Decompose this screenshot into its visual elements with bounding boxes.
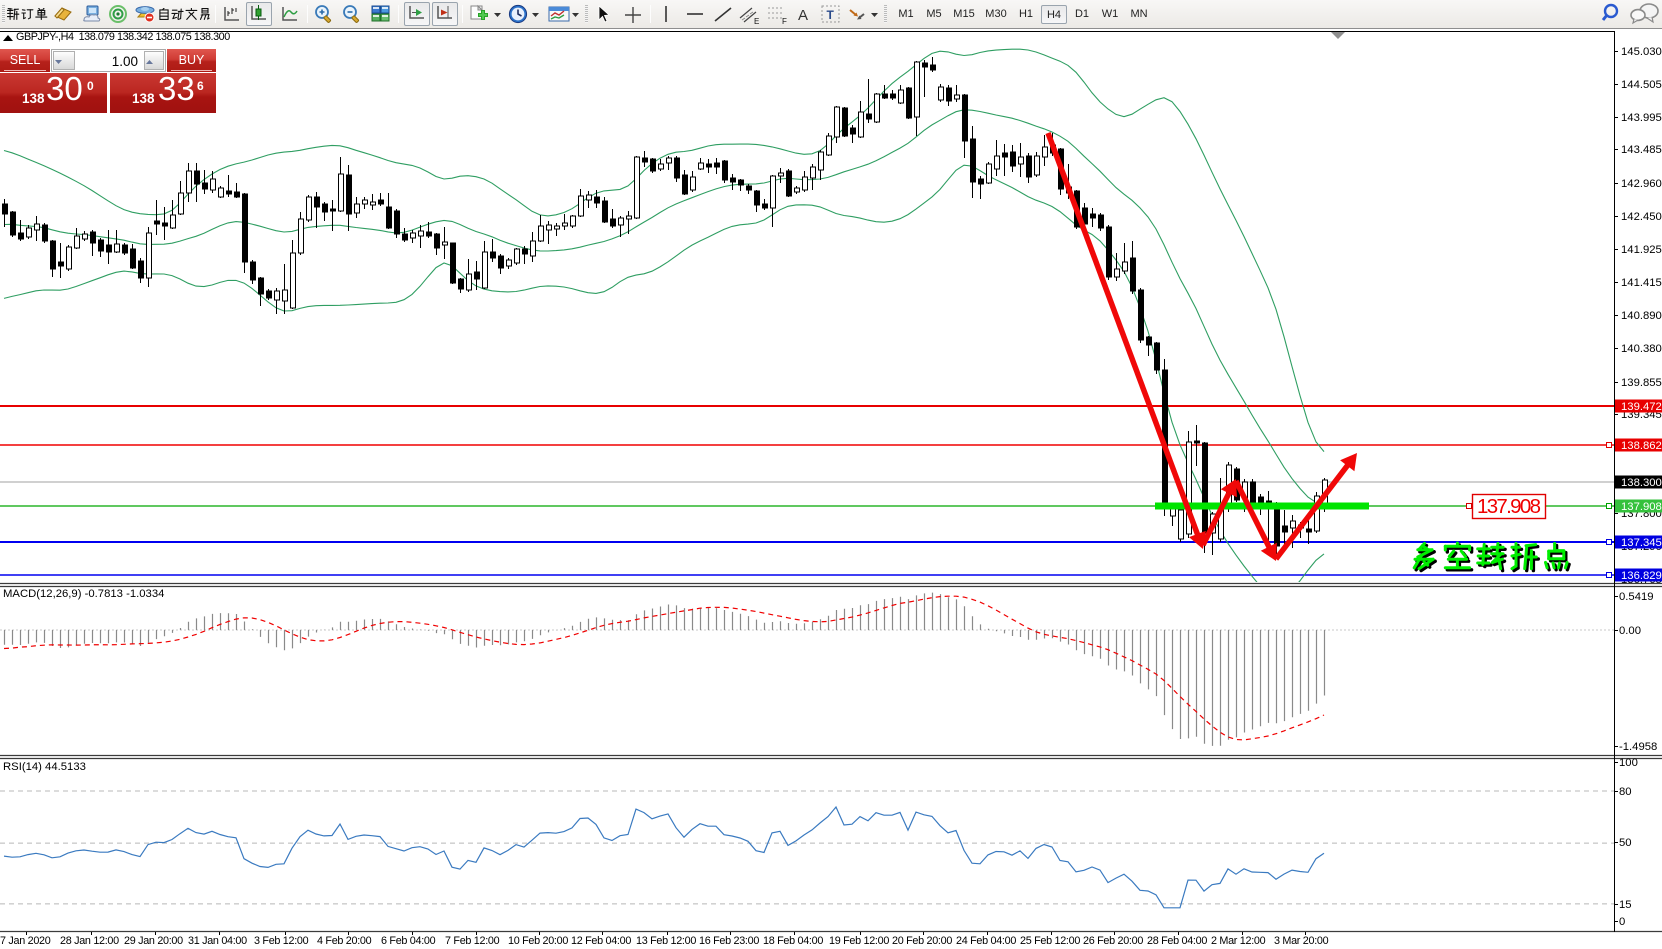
svg-text:3 Mar 20:00: 3 Mar 20:00	[1274, 935, 1329, 947]
svg-text:80: 80	[1619, 786, 1632, 798]
svg-text:MACD(12,26,9) -0.7813 -1.0334: MACD(12,26,9) -0.7813 -1.0334	[3, 588, 164, 600]
svg-text:E: E	[754, 17, 759, 26]
svg-text:143.485: 143.485	[1621, 144, 1662, 156]
svg-text:4 Feb 20:00: 4 Feb 20:00	[317, 935, 372, 947]
svg-text:139.472: 139.472	[1621, 401, 1662, 413]
svg-text:19 Feb 12:00: 19 Feb 12:00	[829, 935, 889, 947]
svg-text:6 Feb 04:00: 6 Feb 04:00	[381, 935, 436, 947]
svg-text:26 Feb 20:00: 26 Feb 20:00	[1083, 935, 1143, 947]
svg-text:0.00: 0.00	[1619, 625, 1641, 637]
svg-text:138.300: 138.300	[1621, 477, 1662, 489]
svg-text:0.5419: 0.5419	[1619, 591, 1654, 603]
svg-text:13 Feb 12:00: 13 Feb 12:00	[636, 935, 696, 947]
svg-text:A: A	[798, 7, 808, 24]
svg-text:3 Feb 12:00: 3 Feb 12:00	[254, 935, 309, 947]
svg-text:100: 100	[1619, 757, 1638, 769]
svg-text:137.908: 137.908	[1477, 495, 1541, 518]
svg-text:138.862: 138.862	[1621, 440, 1662, 452]
svg-text:20 Feb 20:00: 20 Feb 20:00	[892, 935, 952, 947]
svg-text:T: T	[827, 8, 835, 22]
svg-text:28 Feb 04:00: 28 Feb 04:00	[1147, 935, 1207, 947]
svg-text:18 Feb 04:00: 18 Feb 04:00	[763, 935, 823, 947]
svg-text:143.995: 143.995	[1621, 112, 1662, 124]
svg-text:142.960: 142.960	[1621, 178, 1662, 190]
svg-text:15: 15	[1619, 899, 1632, 911]
svg-text:29 Jan 20:00: 29 Jan 20:00	[124, 935, 183, 947]
svg-text:16 Feb 23:00: 16 Feb 23:00	[699, 935, 759, 947]
svg-text:24 Feb 04:00: 24 Feb 04:00	[956, 935, 1016, 947]
svg-text:31 Jan 04:00: 31 Jan 04:00	[188, 935, 247, 947]
svg-text:-1.4958: -1.4958	[1619, 741, 1657, 753]
svg-text:139.855: 139.855	[1621, 377, 1662, 389]
svg-text:28 Jan 12:00: 28 Jan 12:00	[60, 935, 119, 947]
svg-text:10 Feb 20:00: 10 Feb 20:00	[508, 935, 568, 947]
svg-text:144.505: 144.505	[1621, 79, 1662, 91]
svg-text:137.908: 137.908	[1621, 501, 1662, 513]
svg-text:2 Mar 12:00: 2 Mar 12:00	[1211, 935, 1266, 947]
svg-text:50: 50	[1619, 837, 1632, 849]
svg-text:137.345: 137.345	[1621, 537, 1662, 549]
svg-text:141.925: 141.925	[1621, 244, 1662, 256]
svg-text:136.829: 136.829	[1621, 570, 1662, 582]
svg-text:12 Feb 04:00: 12 Feb 04:00	[571, 935, 631, 947]
svg-text:145.030: 145.030	[1621, 46, 1662, 58]
svg-text:142.450: 142.450	[1621, 211, 1662, 223]
svg-text:0: 0	[1619, 916, 1625, 928]
svg-text:F: F	[782, 17, 787, 26]
svg-text:7 Feb 12:00: 7 Feb 12:00	[445, 935, 500, 947]
svg-text:140.890: 140.890	[1621, 310, 1662, 322]
svg-text:RSI(14) 44.5133: RSI(14) 44.5133	[3, 761, 86, 773]
svg-text:141.415: 141.415	[1621, 277, 1662, 289]
svg-text:7 Jan 2020: 7 Jan 2020	[0, 935, 51, 947]
svg-text:140.380: 140.380	[1621, 343, 1662, 355]
svg-text:25 Feb 12:00: 25 Feb 12:00	[1020, 935, 1080, 947]
